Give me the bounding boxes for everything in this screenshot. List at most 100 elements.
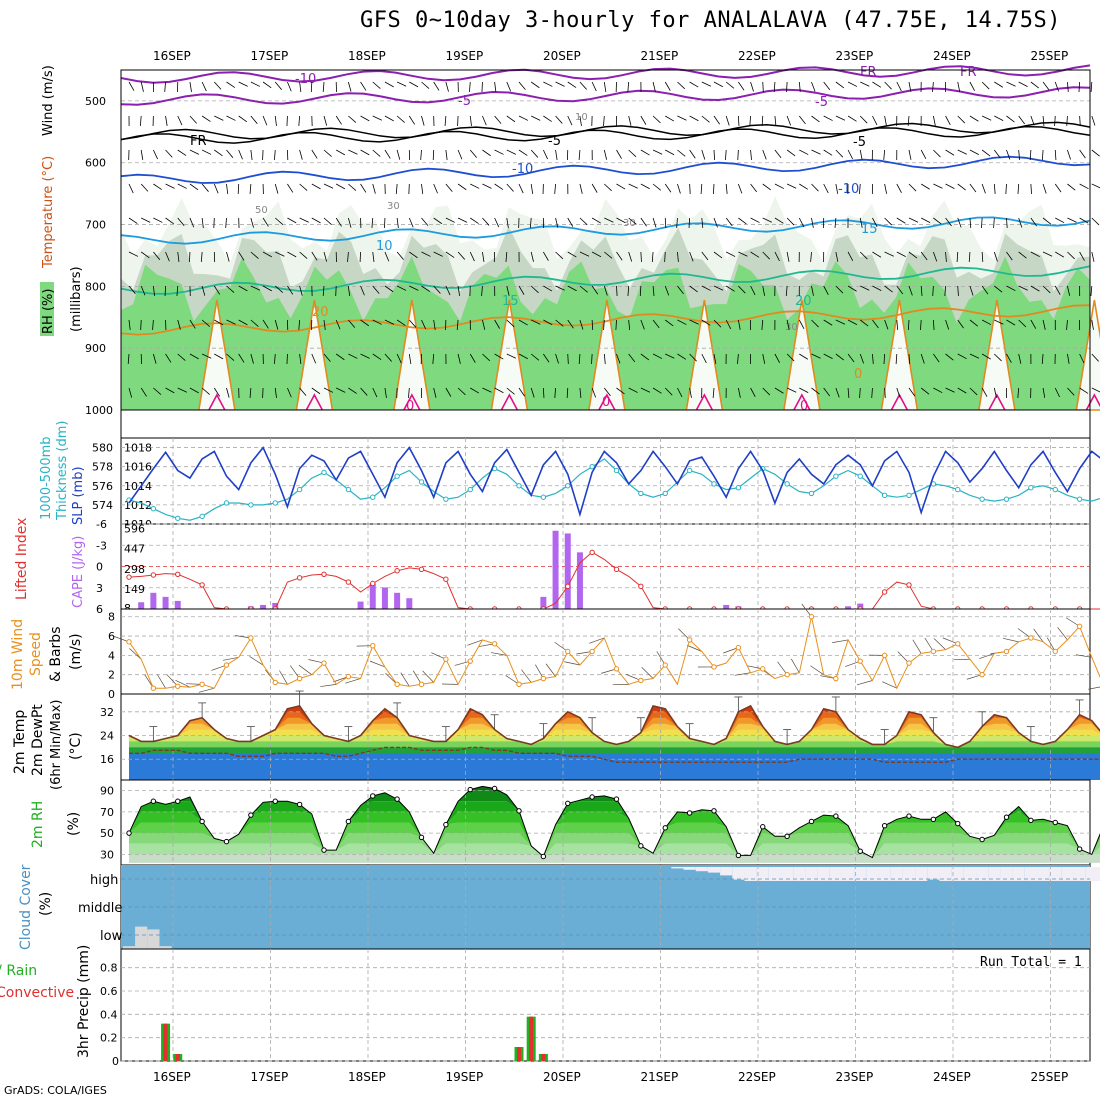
- wind-barb: [604, 217, 614, 223]
- wind-barb: [811, 319, 819, 328]
- wind-barb: [665, 115, 675, 122]
- wind-barb: [518, 285, 525, 295]
- li-marker: [906, 582, 912, 588]
- isotherm-line: [120, 86, 1091, 106]
- wind-barb: [140, 285, 146, 296]
- rh-marker: [1076, 846, 1083, 852]
- cloud-high-cell: [963, 867, 977, 881]
- date-label-bottom: 16SEP: [153, 1070, 191, 1084]
- wind-barb: [616, 353, 621, 364]
- cloud-high-cell: [1036, 867, 1050, 881]
- wind-barb: [652, 319, 660, 329]
- wind-barb: [323, 251, 328, 262]
- pressure-tick: 800: [85, 280, 106, 293]
- wind-barb: [1042, 115, 1045, 126]
- wind-barb: [907, 319, 910, 331]
- wind-barb: [360, 183, 367, 193]
- wind-barb: [1006, 81, 1016, 87]
- chart-title: GFS 0~10day 3-hourly for ANALALAVA (47.7…: [360, 8, 1062, 33]
- wind-barb: [981, 387, 988, 397]
- wind-barb: [567, 319, 574, 329]
- wind-barb: [579, 285, 588, 293]
- wind-barb: [761, 115, 764, 127]
- wind-barb: [432, 353, 435, 364]
- rh-marker: [906, 813, 912, 819]
- wind-barb: [189, 115, 197, 124]
- wind-barb: [725, 285, 735, 292]
- isotherm-label: -5: [458, 94, 471, 109]
- wind10-barb: [345, 678, 361, 684]
- wind-barb: [993, 217, 995, 229]
- wind-barb: [433, 183, 438, 194]
- wind-barb: [640, 353, 650, 361]
- wind-barb: [189, 387, 199, 394]
- wind-barb: [226, 183, 229, 194]
- dewpt-series: [129, 746, 1100, 763]
- wind-barb: [226, 251, 230, 262]
- wind-barb: [128, 387, 133, 398]
- cloud-high-cell: [1097, 867, 1100, 881]
- precip-tick: 0.2: [100, 1032, 118, 1045]
- wind-barb: [1054, 183, 1062, 193]
- wind-barb: [141, 217, 151, 223]
- wind-barb: [945, 251, 947, 262]
- wind-barb: [1018, 217, 1023, 228]
- wind-barb: [859, 149, 863, 160]
- wind-barb: [871, 387, 873, 399]
- wind-barb: [811, 285, 814, 296]
- wind-barb: [774, 217, 784, 224]
- wind-barb: [555, 115, 563, 124]
- wind-barb: [396, 353, 402, 364]
- wind-barb: [896, 251, 906, 257]
- wind-barb: [226, 149, 234, 158]
- wind-barb: [725, 183, 728, 194]
- rh-marker: [175, 798, 181, 804]
- wind-barb: [250, 217, 254, 228]
- wind-barb: [725, 81, 735, 89]
- wind-barb: [1079, 217, 1089, 224]
- wind-barb: [786, 251, 790, 262]
- isotherm-label: -10: [512, 162, 533, 177]
- wind-barb: [482, 353, 491, 362]
- wind-barb: [726, 251, 736, 257]
- wind-barb: [482, 183, 492, 189]
- cape-bar: [138, 602, 145, 609]
- wind10-marker: [126, 639, 132, 645]
- wind-barb: [628, 387, 638, 393]
- wind-barb: [932, 285, 934, 297]
- isotherm-0c-spike: [598, 393, 616, 411]
- wind-barb: [531, 319, 541, 325]
- wind-barb: [823, 285, 829, 296]
- rh-marker: [370, 793, 376, 799]
- wind-barb: [262, 81, 272, 89]
- wind-barb: [530, 251, 534, 262]
- rh-tick: 90: [100, 785, 114, 798]
- wind-barb: [750, 217, 760, 223]
- cloud-high-cell: [902, 867, 916, 881]
- wind10-marker: [979, 671, 985, 678]
- wind10-barb: [129, 648, 142, 660]
- wind-barb: [1054, 149, 1057, 161]
- wind-barb: [274, 319, 279, 330]
- li-marker: [418, 566, 425, 573]
- wind-barb: [701, 319, 711, 326]
- wind-barb: [213, 387, 220, 397]
- wind-barb: [603, 387, 611, 397]
- wind-barb: [372, 81, 381, 89]
- wind-barb: [470, 183, 480, 189]
- rh-contour-label: 50: [255, 205, 268, 216]
- wind10-marker: [516, 681, 522, 688]
- wind-barb: [323, 217, 332, 225]
- wind-barb: [506, 183, 514, 192]
- wind-barb: [529, 217, 532, 228]
- wind-barb: [677, 353, 687, 360]
- wind-barb: [981, 81, 990, 90]
- li-tick: -3: [96, 539, 107, 552]
- wind10-barb: [882, 681, 897, 689]
- wind-barb: [981, 115, 992, 121]
- wind-barb: [226, 353, 235, 361]
- wind10-marker: [296, 675, 303, 682]
- wind-barb: [811, 387, 820, 395]
- thickness-marker: [443, 496, 449, 502]
- wind-barb: [140, 149, 144, 160]
